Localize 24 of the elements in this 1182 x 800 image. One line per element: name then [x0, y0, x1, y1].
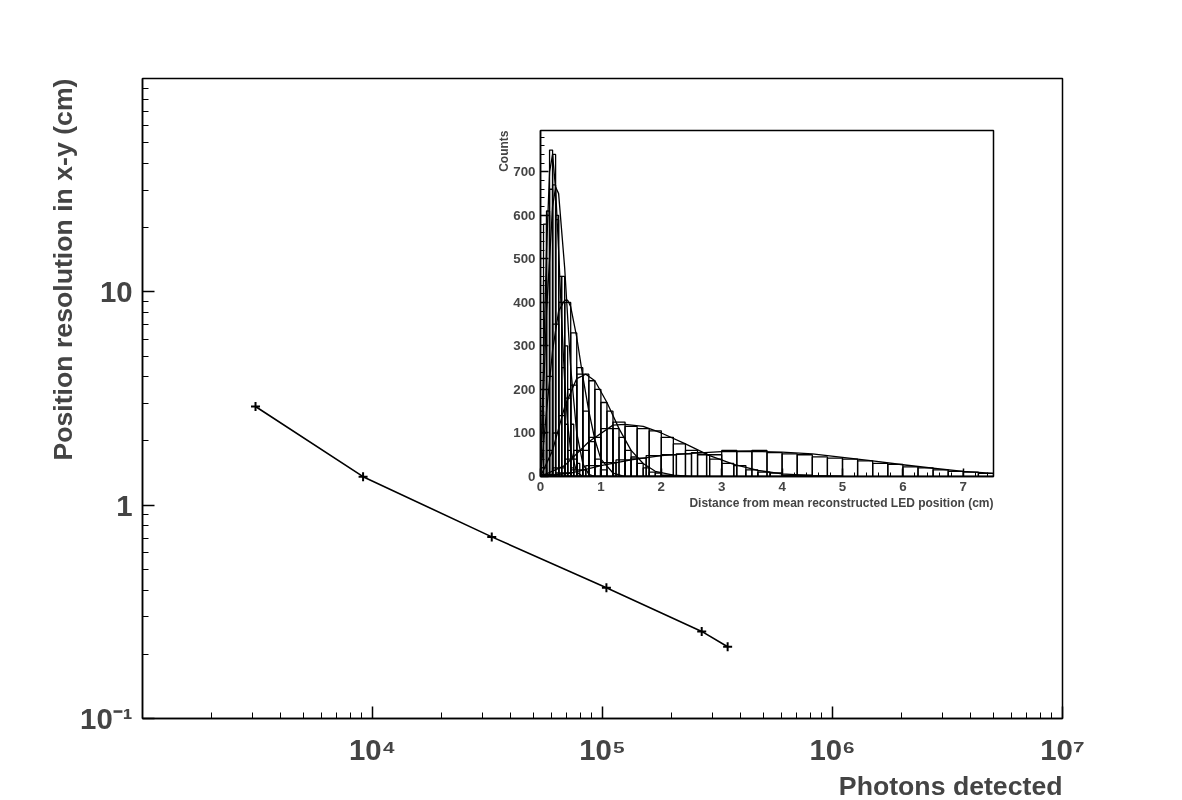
- x-tick-label: 10⁷: [1040, 732, 1085, 766]
- x-tick-label: 3: [717, 478, 726, 494]
- x-tick-label: 6: [899, 478, 907, 494]
- y-tick-label: 10: [99, 275, 133, 309]
- x-tick-label: 7: [959, 478, 968, 494]
- y-tick-label: 200: [513, 381, 536, 397]
- y-tick-label: 100: [513, 425, 536, 441]
- x-axis-title: Photons detected: [838, 770, 1063, 800]
- y-axis-title: Position resolution in x-y (cm): [47, 78, 78, 461]
- y-tick-label: 10⁻¹: [80, 702, 133, 735]
- x-tick-label: 10⁴: [348, 732, 397, 766]
- y-tick-label: 500: [513, 251, 536, 267]
- y-axis-title: Counts: [496, 130, 511, 172]
- x-tick-label: 5: [838, 478, 847, 494]
- x-tick-label: 10⁵: [579, 732, 626, 766]
- y-tick-label: 400: [513, 294, 536, 310]
- x-tick-label: 2: [657, 478, 666, 494]
- x-axis-title: Distance from mean reconstructed LED position (cm): [689, 495, 994, 510]
- y-tick-label: 700: [513, 164, 536, 180]
- y-tick-label: 300: [513, 338, 536, 354]
- x-tick-label: 10⁶: [809, 732, 856, 766]
- x-tick-label: 1: [597, 478, 606, 494]
- x-tick-label: 4: [778, 478, 787, 494]
- y-tick-label: 600: [513, 207, 536, 223]
